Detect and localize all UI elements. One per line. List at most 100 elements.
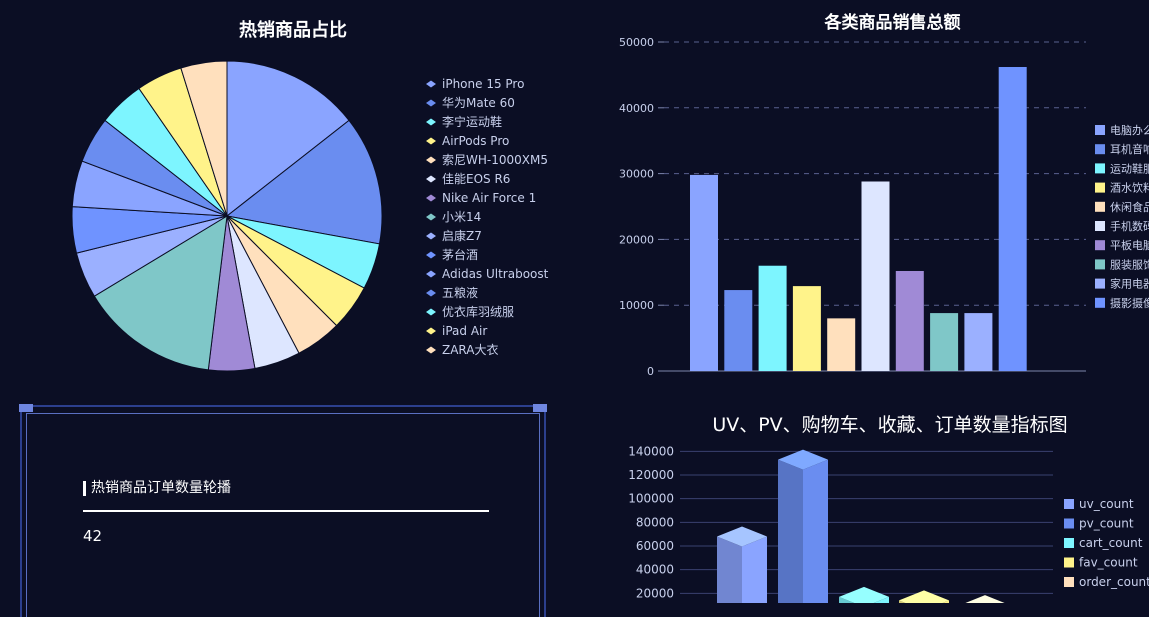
legend-label: Adidas Ultraboost: [442, 267, 549, 281]
bar3d-left-face: [778, 459, 803, 603]
bar3d-chart-title: UV、PV、购物车、收藏、订单数量指标图: [712, 414, 1068, 436]
legend-label: 茅台酒: [442, 247, 478, 262]
legend-label: 手机数码: [1110, 219, 1149, 233]
pie-chart: iPhone 15 Pro 华为Mate 60 李宁运动鞋 AirPods Pro 索尼…: [71, 60, 549, 372]
carousel-value: 42: [83, 527, 103, 545]
legend-marker: [1095, 125, 1105, 135]
pie-chart-title: 热销商品占比: [239, 20, 347, 41]
bar: [964, 313, 993, 371]
legend-label: iPad Air: [442, 324, 487, 338]
bar3d-top-face: [899, 590, 949, 603]
y-tick-label: 80000: [636, 515, 674, 529]
y-tick-label: 50000: [619, 36, 654, 49]
y-tick-label: 0: [647, 365, 654, 378]
legend-marker: [1064, 538, 1074, 548]
frame-corner: [19, 404, 33, 412]
legend-label: 平板电脑: [1110, 238, 1149, 252]
y-tick-label: 140000: [628, 444, 674, 458]
bar3d-right-face: [803, 459, 828, 603]
legend-marker: [426, 289, 436, 297]
pie-slice: [93, 215, 228, 371]
legend-marker: [426, 194, 436, 202]
legend-marker: [426, 118, 436, 126]
bar: [792, 286, 821, 371]
bar: [861, 181, 890, 371]
legend-marker: [426, 327, 436, 335]
bar-chart-title: 各类商品销售总额: [824, 13, 961, 33]
y-tick-label: 120000: [628, 468, 674, 482]
pie-slice: [180, 60, 228, 217]
carousel-title: 热销商品订单数量轮播: [83, 481, 231, 496]
legend-marker: [1064, 499, 1074, 509]
y-tick-label: 40000: [619, 102, 654, 115]
carousel-frame: 热销商品订单数量轮播 42: [26, 413, 540, 617]
legend-label: 酒水饮料: [1110, 181, 1149, 195]
legend-marker: [1095, 221, 1105, 231]
legend-label: 优衣库羽绒服: [442, 304, 514, 319]
legend-label: cart_count: [1079, 536, 1143, 550]
legend-label: ZARA大衣: [442, 342, 499, 357]
y-tick-label: 20000: [636, 586, 674, 600]
legend-marker: [1095, 144, 1105, 155]
legend-label: 启康Z7: [442, 228, 482, 243]
legend-label: 佳能EOS R6: [442, 172, 510, 186]
legend-label: 家用电器: [1110, 277, 1149, 291]
legend-label: uv_count: [1079, 497, 1134, 511]
legend-marker: [426, 232, 436, 240]
legend-marker: [426, 213, 436, 221]
legend-label: 运动鞋服: [1110, 161, 1149, 175]
legend-marker: [1095, 259, 1105, 270]
bar3d-left-face: [899, 600, 906, 603]
legend-marker: [426, 346, 436, 354]
y-tick-label: 60000: [636, 539, 674, 553]
legend-marker: [426, 251, 436, 259]
y-tick-label: 40000: [636, 563, 674, 577]
bar3d-chart: 20000 40000 60000 80000 100000 120000 140000 uv…: [628, 444, 1149, 603]
legend-label: AirPods Pro: [442, 134, 509, 148]
legend-label: order_count: [1079, 575, 1149, 589]
legend-marker: [1064, 577, 1074, 587]
bar: [998, 67, 1027, 371]
y-tick-label: 20000: [619, 233, 654, 246]
bar: [895, 270, 924, 371]
legend-label: 小米14: [442, 210, 481, 224]
legend-marker: [1095, 297, 1105, 308]
legend-label: 休闲食品: [1110, 200, 1149, 214]
legend-label: 索尼WH-1000XM5: [442, 153, 548, 167]
legend-label: 摄影摄像: [1110, 296, 1149, 310]
legend-marker: [1064, 518, 1074, 529]
carousel-divider: [83, 510, 489, 512]
legend-marker: [1095, 240, 1105, 251]
bar: [827, 318, 856, 371]
legend-marker: [426, 80, 436, 88]
bar3d-right-face: [942, 600, 949, 603]
legend-marker: [426, 270, 436, 278]
legend-marker: [1095, 163, 1105, 174]
legend-marker: [1095, 278, 1105, 289]
legend-marker: [426, 175, 436, 183]
legend-label: 耳机音响: [1110, 142, 1149, 156]
bar: [690, 174, 718, 371]
legend-marker: [426, 137, 436, 145]
legend-label: 华为Mate 60: [442, 96, 515, 110]
bar3d-top-face: [839, 586, 889, 603]
legend-label: 电脑办么: [1110, 124, 1149, 137]
frame-corner: [533, 404, 547, 412]
y-tick-label: 100000: [628, 492, 674, 506]
y-tick-label: 10000: [619, 299, 654, 312]
legend-marker: [1095, 182, 1105, 193]
pie-slice: [225, 119, 383, 245]
legend-label: pv_count: [1079, 517, 1134, 531]
bar3d-top-face: [965, 595, 1005, 603]
bar3d-top-face: [717, 526, 767, 547]
bar: [758, 265, 787, 371]
legend-label: 五粮液: [442, 285, 478, 300]
y-tick-label: 30000: [619, 168, 654, 181]
bar3d-top-face: [778, 449, 828, 470]
bar: [930, 313, 959, 371]
bar: [724, 290, 753, 371]
bar-chart: 0 10000 20000 30000 40000 50000 电脑办么耳机音响运动鞋服酒水…: [619, 36, 1149, 378]
pie-slice: [226, 60, 350, 218]
bar3d-right-face: [742, 536, 767, 603]
legend-label: Nike Air Force 1: [442, 191, 536, 205]
